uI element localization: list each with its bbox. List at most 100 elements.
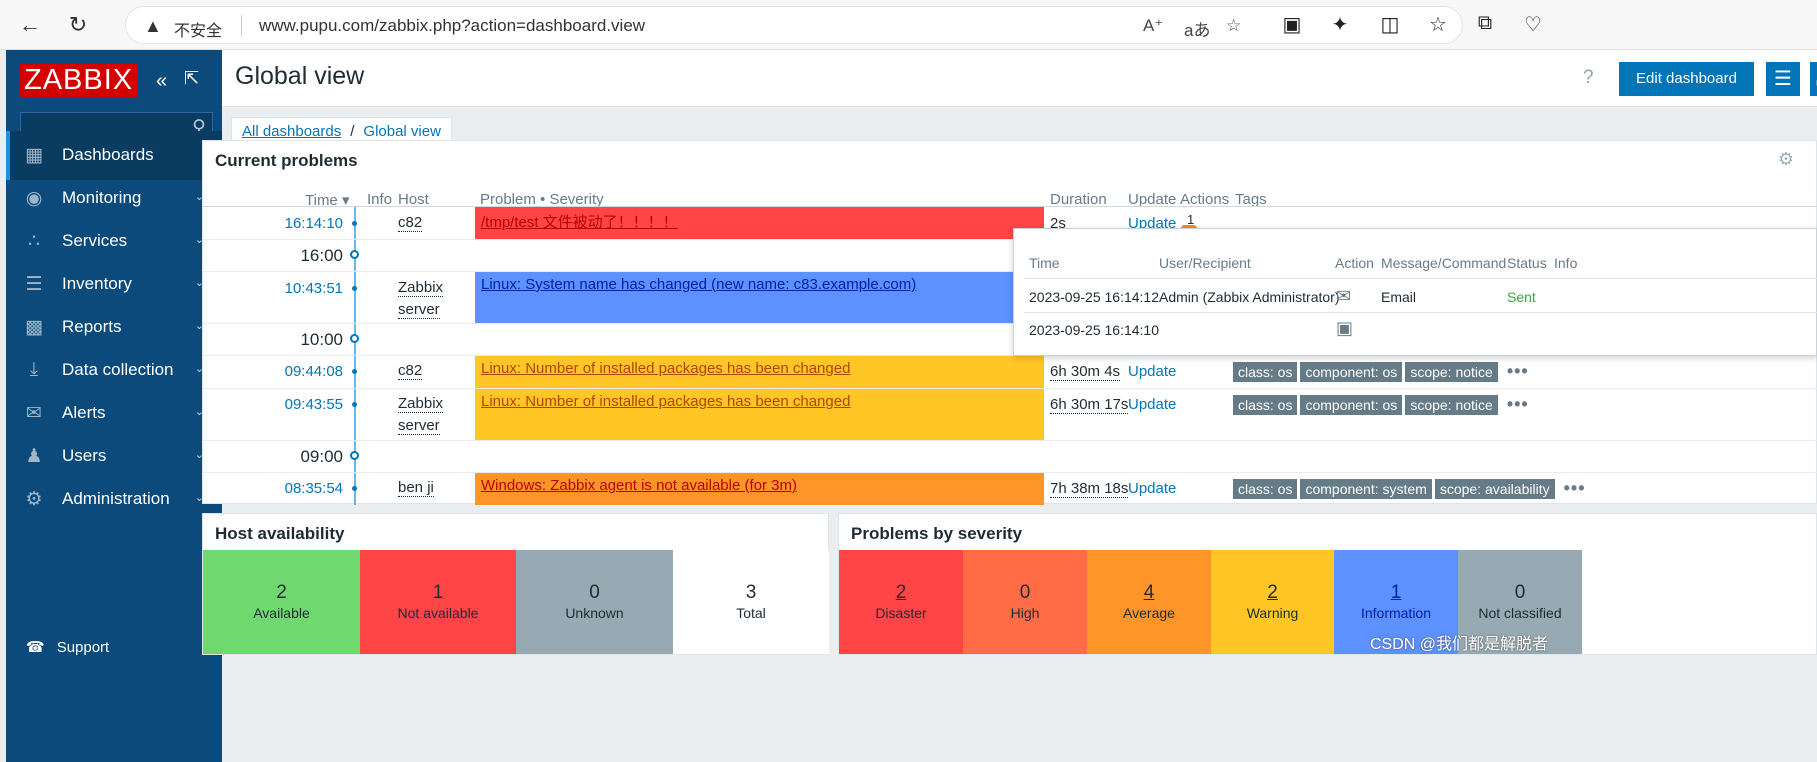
availability-unknown[interactable]: 0 Unknown [516, 550, 673, 654]
sidebar-item-reports[interactable]: ▩ Reports ⌄ [6, 303, 222, 352]
popup-column-info: Info [1554, 255, 1578, 271]
more-tags-icon[interactable]: ••• [1506, 361, 1529, 381]
tag[interactable]: scope: notice [1405, 362, 1498, 382]
update-link[interactable]: Update [1128, 215, 1177, 232]
severity-average[interactable]: 4 Average [1087, 550, 1211, 654]
actions-count[interactable]: 1 [1187, 212, 1195, 227]
problem-name[interactable]: /tmp/test 文件被动了！！！！ [481, 214, 678, 231]
problem-cell-disaster[interactable]: /tmp/test 文件被动了！！！！ [475, 207, 1044, 239]
collapse-sidebar-icon[interactable]: « [156, 70, 168, 92]
host-name[interactable]: c82 [398, 214, 423, 232]
column-header-time[interactable]: Time ▾ [305, 192, 350, 209]
zabbix-logo[interactable]: ZABBIX [20, 64, 138, 97]
sidebar-item-dashboards[interactable]: ▦ Dashboards [6, 131, 222, 180]
widget-title: Problems by severity [851, 524, 1023, 543]
problem-name[interactable]: Linux: Number of installed packages has … [481, 393, 851, 410]
host-name-line[interactable]: server [398, 301, 440, 319]
severity-disaster[interactable]: 2 Disaster [839, 550, 963, 654]
sidebar-item-data-collection[interactable]: ⤓ Data collection ⌄ [6, 346, 222, 395]
severity-count[interactable]: 2 [895, 582, 907, 603]
refresh-icon[interactable]: ↻ [68, 12, 88, 37]
puzzle-icon[interactable]: ✦ [1331, 14, 1349, 36]
availability-available[interactable]: 2 Available [203, 550, 360, 654]
sidebar-item-alerts[interactable]: ✉ Alerts ⌄ [6, 389, 222, 438]
address-bar[interactable]: ▲ 不安全 www.pupu.com/zabbix.php?action=das… [125, 6, 1463, 44]
column-header-problem[interactable]: Problem • Severity [480, 191, 604, 208]
tag[interactable]: component: os [1300, 362, 1403, 382]
tag[interactable]: scope: notice [1405, 395, 1498, 415]
performance-icon[interactable]: ♡ [1524, 14, 1542, 36]
more-tags-icon[interactable]: ••• [1563, 478, 1586, 498]
severity-count[interactable]: 4 [1143, 582, 1155, 603]
problem-time-link[interactable]: 08:35:54 [284, 480, 343, 497]
problem-name[interactable]: Windows: Zabbix agent is not available (… [481, 477, 797, 494]
tag[interactable]: component: os [1300, 395, 1403, 415]
sidebar-item-administration[interactable]: ⚙ Administration ⌄ [6, 475, 222, 524]
widget-settings-icon[interactable]: ⚙ [1777, 149, 1794, 169]
problem-time-link[interactable]: 16:14:10 [284, 215, 343, 232]
calendar-alert-icon: ▣ [1336, 318, 1354, 338]
favorite-star-icon[interactable]: ☆ [1226, 16, 1242, 35]
tag[interactable]: class: os [1233, 362, 1298, 382]
url-text[interactable]: www.pupu.com/zabbix.php?action=dashboard… [259, 16, 646, 35]
severity-count[interactable]: 1 [1390, 582, 1402, 603]
more-tags-icon[interactable]: ••• [1506, 394, 1529, 414]
kiosk-mode-icon[interactable]: ⇱ [184, 68, 200, 88]
problem-host[interactable]: ben ji [398, 477, 434, 499]
fullscreen-button[interactable]: ⤢ [1810, 62, 1817, 96]
host-name[interactable]: c82 [398, 362, 423, 380]
problem-host[interactable]: c82 [398, 212, 423, 234]
problem-host[interactable]: Zabbix server [398, 393, 444, 437]
extension-icon[interactable]: ▣ [1282, 14, 1302, 36]
problem-cell-warning[interactable]: Linux: Number of installed packages has … [475, 389, 1044, 440]
breadcrumb-all-dashboards[interactable]: All dashboards [242, 123, 342, 140]
dashboard-menu-button[interactable]: ☰ [1766, 62, 1800, 96]
tag[interactable]: component: system [1300, 479, 1432, 499]
host-name[interactable]: ben ji [398, 479, 434, 497]
popup-divider [1024, 278, 1817, 279]
chevron-down-icon: ⌄ [194, 277, 204, 289]
translate-icon[interactable]: aあ [1184, 21, 1211, 40]
header-divider [203, 206, 1817, 207]
timeline-dot [350, 250, 359, 259]
host-name-line[interactable]: Zabbix [398, 395, 444, 413]
sidebar-item-label: Dashboards [62, 145, 154, 164]
problem-time-link[interactable]: 10:43:51 [284, 280, 343, 297]
problem-name[interactable]: Linux: Number of installed packages has … [481, 360, 851, 377]
update-link[interactable]: Update [1128, 396, 1177, 413]
host-name-line[interactable]: server [398, 417, 440, 435]
severity-count[interactable]: 2 [1267, 582, 1278, 603]
severity-warning[interactable]: 2 Warning [1211, 550, 1334, 654]
problem-name[interactable]: Linux: System name has changed (new name… [481, 276, 917, 293]
chevron-down-icon: ⌄ [194, 406, 204, 418]
help-icon[interactable]: ? [1583, 67, 1594, 88]
problem-cell-average[interactable]: Windows: Zabbix agent is not available (… [475, 473, 1044, 505]
tag[interactable]: class: os [1233, 395, 1298, 415]
column-header-host[interactable]: Host [398, 191, 429, 208]
favorites-icon[interactable]: ☆ [1429, 14, 1447, 36]
support-link[interactable]: ☎ Support [26, 638, 109, 656]
update-link[interactable]: Update [1128, 480, 1177, 497]
tag[interactable]: scope: availability [1434, 479, 1555, 499]
host-name-line[interactable]: Zabbix [398, 279, 444, 297]
split-screen-icon[interactable]: ◫ [1380, 14, 1400, 36]
sidebar-item-services[interactable]: ∴ Services ⌄ [6, 217, 222, 266]
breadcrumb-current[interactable]: Global view [363, 123, 441, 140]
sidebar-item-users[interactable]: ♟ Users ⌄ [6, 432, 222, 481]
sidebar-item-monitoring[interactable]: ◉ Monitoring ⌄ [6, 174, 222, 223]
problem-host[interactable]: Zabbix server [398, 277, 444, 321]
availability-not-available[interactable]: 1 Not available [360, 550, 516, 654]
edit-dashboard-button[interactable]: Edit dashboard [1619, 62, 1754, 96]
read-aloud-icon[interactable]: A⁺ [1143, 16, 1164, 35]
problem-time-link[interactable]: 09:44:08 [284, 363, 343, 380]
problem-time-link[interactable]: 09:43:55 [284, 396, 343, 413]
sidebar-item-inventory[interactable]: ☰ Inventory ⌄ [6, 260, 222, 309]
tag[interactable]: class: os [1233, 479, 1298, 499]
problem-cell-warning[interactable]: Linux: Number of installed packages has … [475, 356, 1044, 388]
update-link[interactable]: Update [1128, 363, 1177, 380]
back-arrow-icon[interactable]: ← [19, 12, 41, 37]
collections-icon[interactable]: ⧉ [1477, 12, 1493, 34]
severity-information[interactable]: 1 Information [1334, 550, 1458, 654]
problem-host[interactable]: c82 [398, 360, 423, 382]
problem-cell-information[interactable]: Linux: System name has changed (new name… [475, 272, 1044, 323]
